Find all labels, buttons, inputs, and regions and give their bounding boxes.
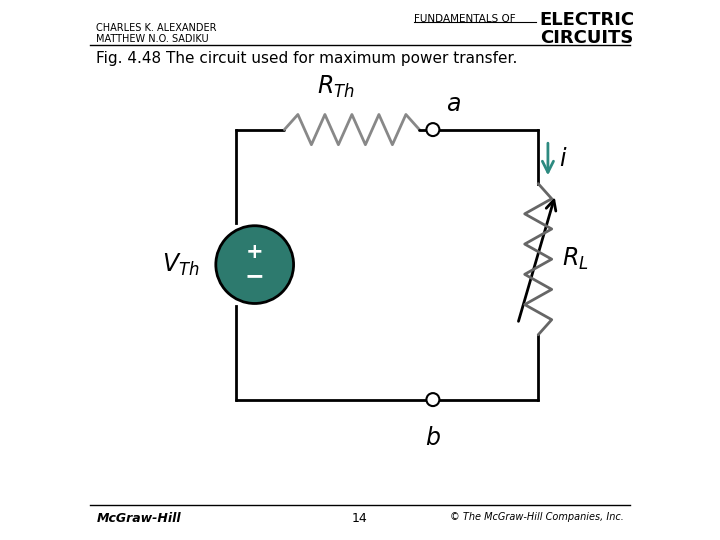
Circle shape (216, 226, 294, 303)
Circle shape (426, 393, 439, 406)
Text: FUNDAMENTALS OF: FUNDAMENTALS OF (414, 14, 516, 24)
Text: $a$: $a$ (446, 92, 462, 116)
Text: +: + (246, 242, 264, 262)
Text: ELECTRIC: ELECTRIC (540, 11, 635, 29)
Text: MATTHEW N.O. SADIKU: MATTHEW N.O. SADIKU (96, 34, 209, 44)
Text: −: − (245, 265, 264, 288)
Text: © The McGraw-Hill Companies, Inc.: © The McGraw-Hill Companies, Inc. (450, 512, 624, 522)
Circle shape (426, 123, 439, 136)
Text: 14: 14 (352, 512, 368, 525)
Text: $i$: $i$ (559, 147, 567, 171)
Text: McGraw-Hill: McGraw-Hill (96, 512, 181, 525)
Text: $R_L$: $R_L$ (562, 246, 589, 272)
Text: $R_{\mathregular{Th}}$: $R_{\mathregular{Th}}$ (317, 73, 355, 100)
Text: CIRCUITS: CIRCUITS (540, 29, 633, 46)
Text: $b$: $b$ (425, 426, 441, 449)
Text: CHARLES K. ALEXANDER: CHARLES K. ALEXANDER (96, 23, 217, 33)
Text: Fig. 4.48 The circuit used for maximum power transfer.: Fig. 4.48 The circuit used for maximum p… (96, 51, 518, 66)
Text: $V_{\mathregular{Th}}$: $V_{\mathregular{Th}}$ (162, 252, 199, 278)
